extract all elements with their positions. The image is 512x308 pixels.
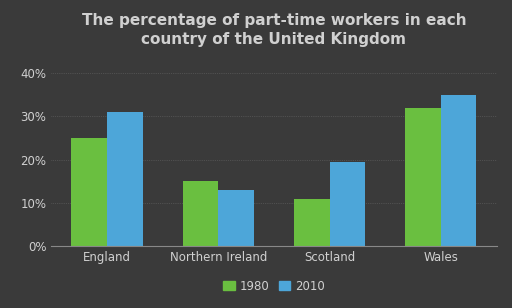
- Bar: [330, 162, 365, 246]
- Bar: [107, 112, 143, 246]
- Bar: [183, 181, 218, 246]
- Title: The percentage of part-time workers in each
country of the United Kingdom: The percentage of part-time workers in e…: [81, 13, 466, 47]
- Bar: [294, 199, 330, 246]
- Legend: 1980, 2010: 1980, 2010: [218, 275, 330, 298]
- Bar: [405, 107, 441, 246]
- Bar: [218, 190, 254, 246]
- Bar: [441, 95, 476, 246]
- Bar: [72, 138, 107, 246]
